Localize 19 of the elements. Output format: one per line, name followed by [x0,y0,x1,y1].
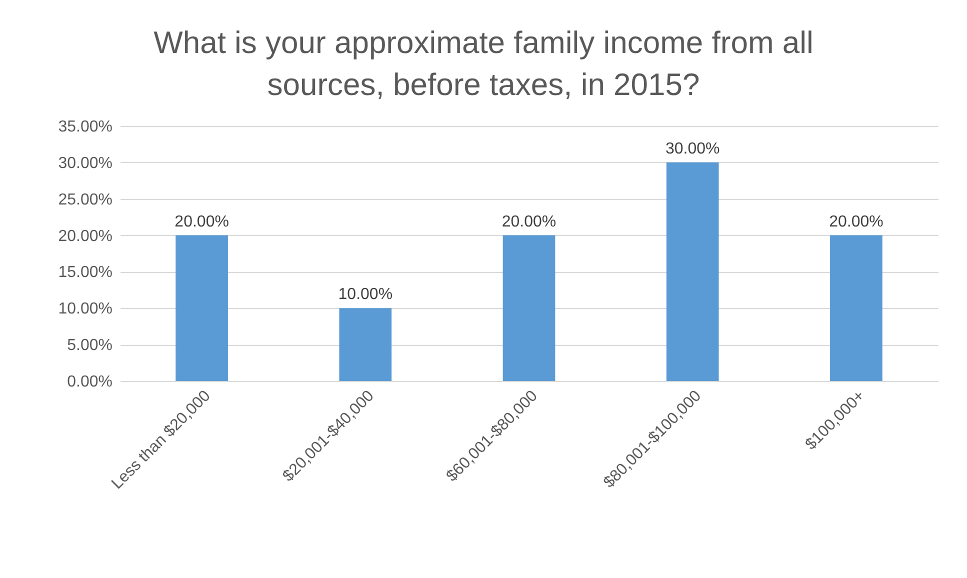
bar [339,308,392,381]
data-label: 30.00% [665,140,720,158]
data-label: 20.00% [829,213,884,230]
y-tick-label: 15.00% [58,264,112,282]
y-tick-label: 0.00% [67,374,112,390]
y-tick-label: 30.00% [58,154,112,172]
y-tick-label: 25.00% [58,191,112,208]
bar [502,235,556,381]
bar [176,235,228,381]
chart-title: What is your approximate family income from all sources, before taxes, in 2015? [152,24,814,104]
y-tick-label: 5.00% [67,337,112,354]
data-label: 20.00% [502,213,556,230]
data-label: 20.00% [174,213,229,230]
data-label: 10.00% [338,286,393,304]
y-tick-label: 35.00% [58,118,112,136]
y-tick-label: 10.00% [58,300,112,318]
bar [830,235,882,381]
bar [666,162,719,381]
y-tick-label: 20.00% [58,228,112,245]
